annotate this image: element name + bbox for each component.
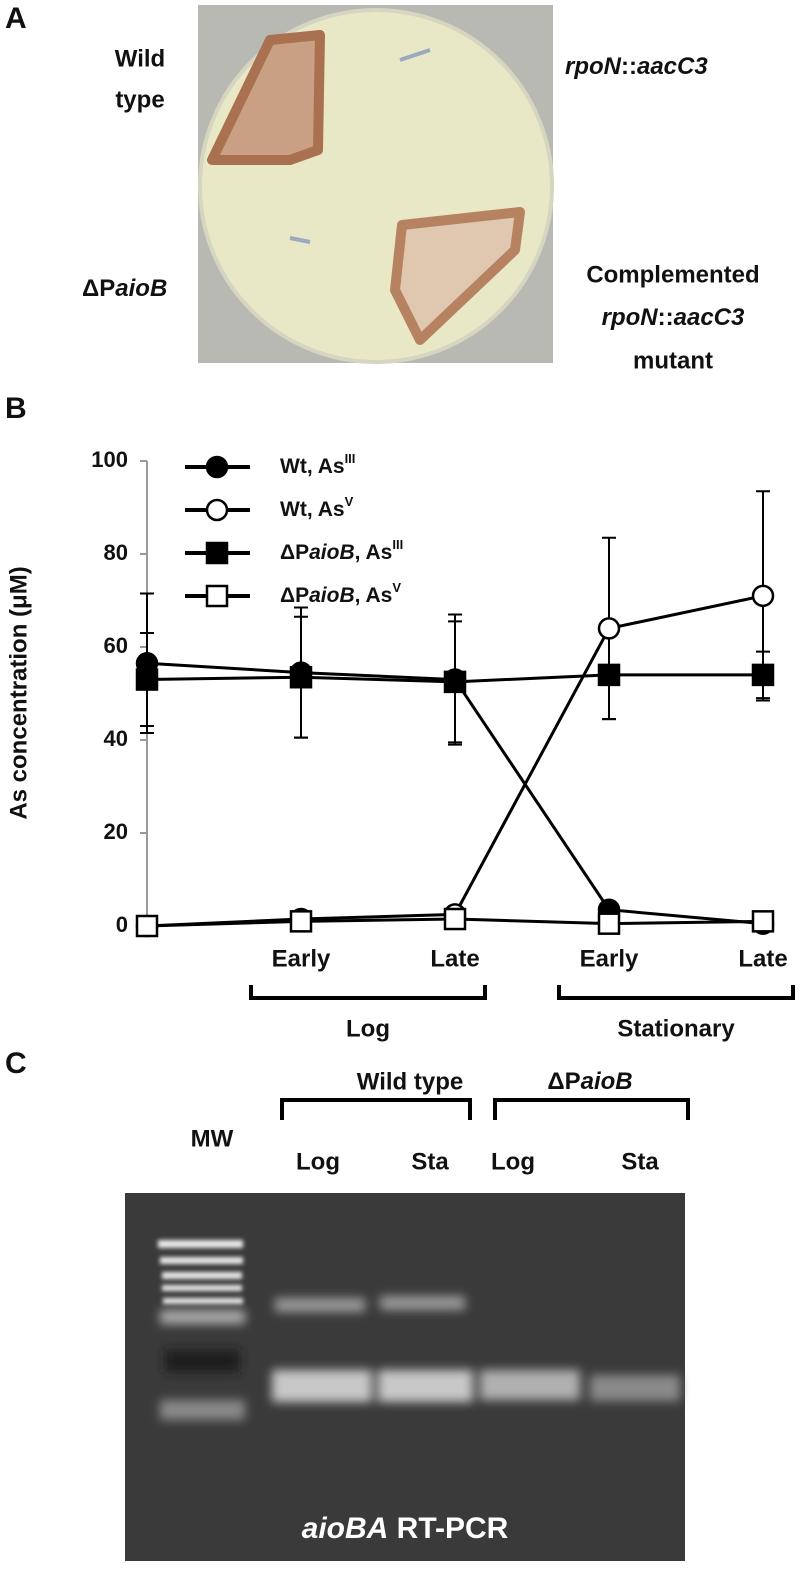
x-tick-label: Late xyxy=(430,945,479,972)
text-run: ΔP xyxy=(82,275,115,302)
group-bracket xyxy=(557,985,795,1000)
plate-label: rpoN::aacC3 xyxy=(602,304,745,331)
plate-label: ΔPaioB xyxy=(82,275,167,302)
lane-label: MW xyxy=(191,1125,234,1152)
group-label: Stationary xyxy=(617,1015,735,1042)
text-run: aacC3 xyxy=(637,53,708,80)
marker xyxy=(597,912,621,935)
plate-label: rpoN::aacC3 xyxy=(565,53,708,80)
marker xyxy=(751,663,775,687)
panel-label: A xyxy=(5,2,27,35)
text-run: aioB xyxy=(309,584,355,607)
group-label: Log xyxy=(346,1015,390,1042)
lane-label: Log xyxy=(491,1148,535,1175)
marker xyxy=(289,665,313,689)
marker xyxy=(135,668,159,691)
legend-marker xyxy=(205,584,229,608)
marker xyxy=(443,907,467,931)
y-tick-label: 0 xyxy=(116,912,128,937)
group-bracket xyxy=(249,985,487,1000)
text-run: rpoN xyxy=(565,53,622,80)
text-run: aacC3 xyxy=(674,304,745,331)
lane-label: Sta xyxy=(621,1148,659,1175)
y-tick-label: 40 xyxy=(104,726,128,751)
text-run: III xyxy=(392,537,403,552)
text-run: RT-PCR xyxy=(388,1512,508,1545)
text-run: :: xyxy=(621,53,637,80)
text-run: V xyxy=(392,580,401,595)
plate-photo xyxy=(198,5,554,364)
y-tick-label: 60 xyxy=(104,633,128,658)
chart: 0 20 40 60 80 100 Early Late Early Late Log Station… xyxy=(91,447,795,1042)
plate-label: mutant xyxy=(633,347,713,374)
legend-marker xyxy=(205,455,229,479)
text-run: V xyxy=(345,494,354,509)
x-tick-label: Early xyxy=(272,945,331,972)
text-run: III xyxy=(345,451,356,466)
y-tick-label: 20 xyxy=(104,819,128,844)
y-tick-label: 100 xyxy=(91,447,128,472)
legend-marker xyxy=(205,498,229,522)
text-run: :: xyxy=(658,304,674,331)
text-run: aioBA xyxy=(302,1512,389,1545)
marker xyxy=(443,670,467,694)
text-run: rpoN xyxy=(602,304,659,331)
legend-label: ΔPaioB, AsV xyxy=(280,580,401,607)
marker xyxy=(751,910,775,933)
plate-label: type xyxy=(115,86,164,113)
group-label: Wild type xyxy=(357,1068,463,1095)
gel-bands xyxy=(158,1240,680,1420)
text-run: , As xyxy=(355,541,393,564)
x-tick-label: Late xyxy=(738,945,787,972)
panel-label: B xyxy=(5,392,27,425)
marker xyxy=(751,584,775,608)
text-run: aioB xyxy=(581,1068,633,1095)
marker xyxy=(597,617,621,640)
text-run: Wt, As xyxy=(280,498,345,521)
marker xyxy=(289,910,313,933)
plate-label: Wild xyxy=(115,45,165,72)
legend-marker xyxy=(205,541,229,565)
marker xyxy=(135,914,159,938)
text-run: ΔP xyxy=(547,1068,580,1095)
plate-label: Complemented xyxy=(586,261,759,288)
lane-label: Log xyxy=(296,1148,340,1175)
text-run: Wt, As xyxy=(280,455,345,478)
gel-caption: aioBA RT-PCR xyxy=(302,1512,509,1545)
legend-label: Wt, AsIII xyxy=(280,451,355,478)
legend-label: Wt, AsV xyxy=(280,494,354,521)
lane-label: Sta xyxy=(411,1148,449,1175)
y-axis-title: As concentration (μM) xyxy=(5,566,32,819)
y-tick-label: 80 xyxy=(104,540,128,565)
text-run: aioB xyxy=(309,541,355,564)
group-label: ΔPaioB xyxy=(547,1068,632,1095)
text-run: aioB xyxy=(115,275,167,302)
legend-label: ΔPaioB, AsIII xyxy=(280,537,403,564)
text-run: , As xyxy=(355,584,393,607)
marker xyxy=(597,663,621,687)
x-tick-label: Early xyxy=(580,945,639,972)
text-run: ΔP xyxy=(280,541,309,564)
panel-label: C xyxy=(5,1047,27,1080)
lane-bracket xyxy=(280,1098,690,1120)
text-run: ΔP xyxy=(280,584,309,607)
